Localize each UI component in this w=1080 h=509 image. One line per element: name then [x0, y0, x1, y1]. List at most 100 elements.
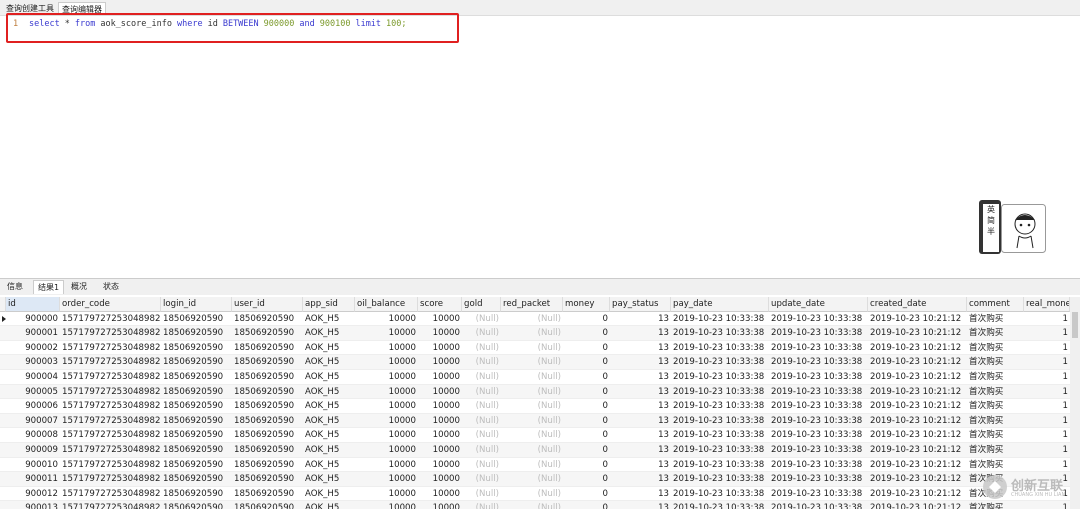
cell[interactable]: 2019-10-23 10:33:38: [673, 474, 765, 485]
column-header[interactable]: user_id: [232, 297, 303, 312]
cell[interactable]: 2019-10-23 10:33:38: [673, 459, 765, 470]
cell[interactable]: 13: [658, 386, 669, 397]
cell[interactable]: AOK_H5: [305, 386, 340, 397]
cell[interactable]: (Null): [537, 342, 561, 353]
cell[interactable]: 1: [1062, 401, 1068, 412]
cell[interactable]: (Null): [537, 328, 561, 339]
cell[interactable]: 0: [602, 328, 608, 339]
cell[interactable]: 18506920590: [234, 459, 295, 470]
cell[interactable]: 1: [1062, 445, 1068, 455]
cell[interactable]: 10000: [432, 372, 460, 382]
cell[interactable]: 18506920590: [234, 445, 295, 455]
cell[interactable]: 13: [658, 342, 669, 353]
cell[interactable]: 900004: [25, 372, 58, 382]
cell[interactable]: 900005: [25, 386, 58, 397]
cell[interactable]: 900002: [25, 342, 58, 353]
cell[interactable]: 1571797272530489827: [62, 342, 161, 353]
cell[interactable]: 0: [602, 503, 608, 509]
cell[interactable]: 18506920590: [163, 430, 224, 441]
cell[interactable]: (Null): [475, 445, 499, 455]
cell[interactable]: 2019-10-23 10:33:38: [771, 459, 863, 470]
cell[interactable]: 10000: [432, 342, 460, 353]
cell[interactable]: (Null): [475, 401, 499, 412]
cell[interactable]: 900009: [25, 445, 58, 455]
cell[interactable]: 900003: [25, 357, 58, 368]
scroll-thumb[interactable]: [1072, 312, 1078, 338]
cell[interactable]: 1: [1062, 357, 1068, 368]
cell[interactable]: AOK_H5: [305, 313, 340, 324]
cell[interactable]: 2019-10-23 10:33:38: [771, 488, 863, 499]
cell[interactable]: 1: [1062, 313, 1068, 324]
cell[interactable]: 1571797272530489827: [62, 503, 161, 509]
cell[interactable]: 18506920590: [234, 357, 295, 368]
column-header[interactable]: pay_date: [671, 297, 769, 312]
cell[interactable]: 13: [658, 357, 669, 368]
cell[interactable]: (Null): [475, 415, 499, 426]
cell[interactable]: 900001: [25, 328, 58, 339]
cell[interactable]: 18506920590: [163, 488, 224, 499]
cell[interactable]: (Null): [537, 445, 561, 455]
scrollbar[interactable]: [1070, 297, 1080, 509]
cell[interactable]: 2019-10-23 10:21:12: [870, 372, 962, 382]
cell[interactable]: AOK_H5: [305, 445, 340, 455]
cell[interactable]: 13: [658, 503, 669, 509]
cell[interactable]: AOK_H5: [305, 430, 340, 441]
cell[interactable]: 13: [658, 488, 669, 499]
cell[interactable]: (Null): [537, 357, 561, 368]
cell[interactable]: 1571797272530489827: [62, 474, 161, 485]
cell[interactable]: 10000: [432, 503, 460, 509]
cell[interactable]: 900006: [25, 401, 58, 412]
cell[interactable]: 18506920590: [163, 401, 224, 412]
cell[interactable]: AOK_H5: [305, 357, 340, 368]
cell[interactable]: (Null): [475, 328, 499, 339]
cell[interactable]: 1: [1062, 474, 1068, 485]
cell[interactable]: AOK_H5: [305, 474, 340, 485]
cell[interactable]: 首次购买: [969, 430, 1004, 441]
cell[interactable]: (Null): [475, 474, 499, 485]
cell[interactable]: 0: [602, 386, 608, 397]
cell[interactable]: 0: [602, 313, 608, 324]
cell[interactable]: 0: [602, 488, 608, 499]
cell[interactable]: 2019-10-23 10:33:38: [673, 430, 765, 441]
cell[interactable]: 10000: [388, 328, 416, 339]
cell[interactable]: 18506920590: [234, 342, 295, 353]
cell[interactable]: 10000: [388, 430, 416, 441]
cell[interactable]: 1571797272530489827: [62, 401, 161, 412]
cell[interactable]: 2019-10-23 10:33:38: [673, 488, 765, 499]
cell[interactable]: 1: [1062, 430, 1068, 441]
result-tab[interactable]: 状态: [103, 282, 119, 291]
cell[interactable]: 2019-10-23 10:21:12: [870, 415, 962, 426]
cell[interactable]: 13: [658, 401, 669, 412]
cell[interactable]: 0: [602, 342, 608, 353]
cell[interactable]: 18506920590: [163, 415, 224, 426]
cell[interactable]: AOK_H5: [305, 503, 340, 509]
cell[interactable]: 18506920590: [234, 372, 295, 382]
cell[interactable]: 首次购买: [969, 445, 1004, 455]
cell[interactable]: 900000: [25, 313, 58, 324]
cell[interactable]: AOK_H5: [305, 488, 340, 499]
cell[interactable]: 2019-10-23 10:21:12: [870, 342, 962, 353]
cell[interactable]: 18506920590: [163, 503, 224, 509]
cell[interactable]: 900011: [25, 474, 58, 485]
cell[interactable]: 0: [602, 357, 608, 368]
cell[interactable]: 2019-10-23 10:33:38: [771, 503, 863, 509]
cell[interactable]: (Null): [537, 415, 561, 426]
cell[interactable]: 1: [1062, 459, 1068, 470]
cell[interactable]: 18506920590: [163, 313, 224, 324]
cell[interactable]: 18506920590: [163, 342, 224, 353]
cell[interactable]: (Null): [537, 313, 561, 324]
cell[interactable]: 10000: [388, 503, 416, 509]
column-header[interactable]: real_mone: [1024, 297, 1070, 312]
cell[interactable]: (Null): [475, 430, 499, 441]
cell[interactable]: 2019-10-23 10:21:12: [870, 328, 962, 339]
cell[interactable]: 18506920590: [163, 372, 224, 382]
cell[interactable]: 900007: [25, 415, 58, 426]
cell[interactable]: 首次购买: [969, 503, 1004, 509]
column-header[interactable]: gold: [462, 297, 501, 312]
tab[interactable]: 查询创建工具: [6, 4, 54, 13]
cell[interactable]: 10000: [432, 313, 460, 324]
tab[interactable]: 查询编辑器: [58, 2, 106, 16]
cell[interactable]: 10000: [388, 372, 416, 382]
cell[interactable]: 2019-10-23 10:33:38: [673, 328, 765, 339]
cell[interactable]: 10000: [432, 459, 460, 470]
